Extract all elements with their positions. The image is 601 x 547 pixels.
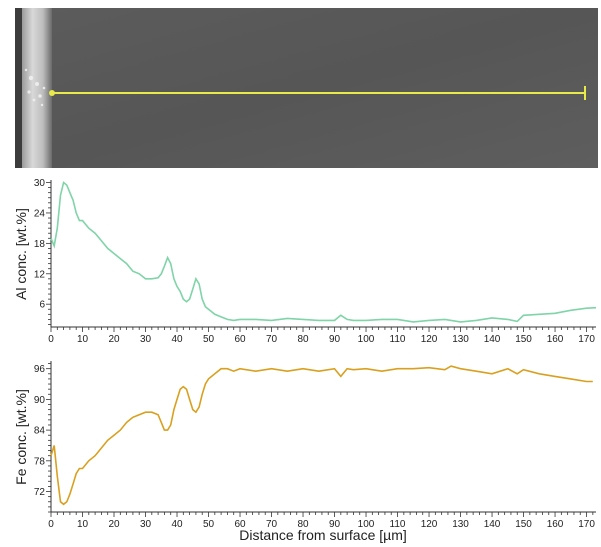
fe-y-tick-label: 84 <box>34 426 46 437</box>
al-x-tick-label: 170 <box>578 334 595 345</box>
fe-x-tick-label: 90 <box>329 519 341 530</box>
fe-x-tick-label: 40 <box>171 519 183 530</box>
fe-x-tick-label: 10 <box>77 519 89 530</box>
al-x-tick-label: 60 <box>234 334 246 345</box>
sem-particles <box>24 68 46 107</box>
fe-x-tick-label: 160 <box>547 519 564 530</box>
al-x-tick-label: 110 <box>390 334 406 345</box>
al-y-tick-label: 6 <box>39 300 45 311</box>
al-y-tick-label: 24 <box>34 208 46 219</box>
sem-linescan-line <box>49 86 586 100</box>
al-x-tick-label: 40 <box>171 334 183 345</box>
al-x-tick-label: 70 <box>266 334 278 345</box>
fe-y-axis-title: Fe conc. [wt.%] <box>13 389 29 485</box>
fe-chart: 0 10 20 30 40 50 60 70 80 90 100 110 120 130 140 150 160… <box>13 361 596 543</box>
sem-surface-layer <box>22 8 52 168</box>
al-y-tick-label: 12 <box>34 269 46 280</box>
fe-x-tick-label: 130 <box>452 519 469 530</box>
fe-x-tick-label: 50 <box>203 519 215 530</box>
al-x-tick-label: 10 <box>77 334 89 345</box>
al-x-tick-label: 30 <box>140 334 152 345</box>
fe-x-tick-label: 80 <box>297 519 309 530</box>
sem-dark-edge <box>15 8 23 168</box>
al-x-tick-label: 140 <box>484 334 501 345</box>
al-y-tick-label: 18 <box>34 239 46 250</box>
sem-micrograph <box>15 8 598 168</box>
al-x-tick-label: 150 <box>515 334 532 345</box>
al-line <box>50 181 597 323</box>
fe-y-tick-label: 96 <box>34 364 46 375</box>
fe-x-tick-label: 0 <box>48 519 54 530</box>
al-x-tick-label: 130 <box>452 334 469 345</box>
fe-x-tick-label: 70 <box>266 519 278 530</box>
al-x-tick-label: 90 <box>329 334 341 345</box>
fe-gridlines: 0 10 20 30 40 50 60 70 80 90 100 110 120 130 140 150 160… <box>34 363 595 530</box>
al-x-tick-label: 80 <box>297 334 309 345</box>
al-x-tick-label: 50 <box>203 334 215 345</box>
fe-x-tick-label: 140 <box>484 519 501 530</box>
al-x-tick-label: 160 <box>547 334 564 345</box>
fe-x-tick-label: 100 <box>358 519 375 530</box>
fe-y-tick-label: 78 <box>34 456 46 467</box>
fe-x-tick-label: 110 <box>390 519 406 530</box>
fe-x-tick-label: 170 <box>578 519 595 530</box>
fe-x-tick-label: 60 <box>234 519 246 530</box>
sem-background <box>15 8 598 168</box>
al-y-axis-title: Al conc. [wt.%] <box>13 208 29 300</box>
fe-x-tick-label: 20 <box>108 519 120 530</box>
fe-x-tick-label: 30 <box>140 519 152 530</box>
fe-y-tick-label: 72 <box>34 487 46 498</box>
al-x-tick-label: 120 <box>421 334 438 345</box>
al-x-tick-label: 100 <box>358 334 375 345</box>
al-x-tick-label: 20 <box>108 334 120 345</box>
fe-y-tick-label: 90 <box>34 395 46 406</box>
al-y-tick-label: 30 <box>34 178 46 189</box>
fe-x-tick-label: 150 <box>515 519 532 530</box>
fe-x-tick-label: 120 <box>421 519 438 530</box>
al-chart: 0 10 20 30 40 50 60 70 80 90 100 110 120 130 140 150 160… <box>13 178 597 345</box>
fe-line <box>50 365 593 506</box>
al-x-tick-label: 0 <box>48 334 54 345</box>
x-axis-title: Distance from surface [µm] <box>239 527 407 543</box>
